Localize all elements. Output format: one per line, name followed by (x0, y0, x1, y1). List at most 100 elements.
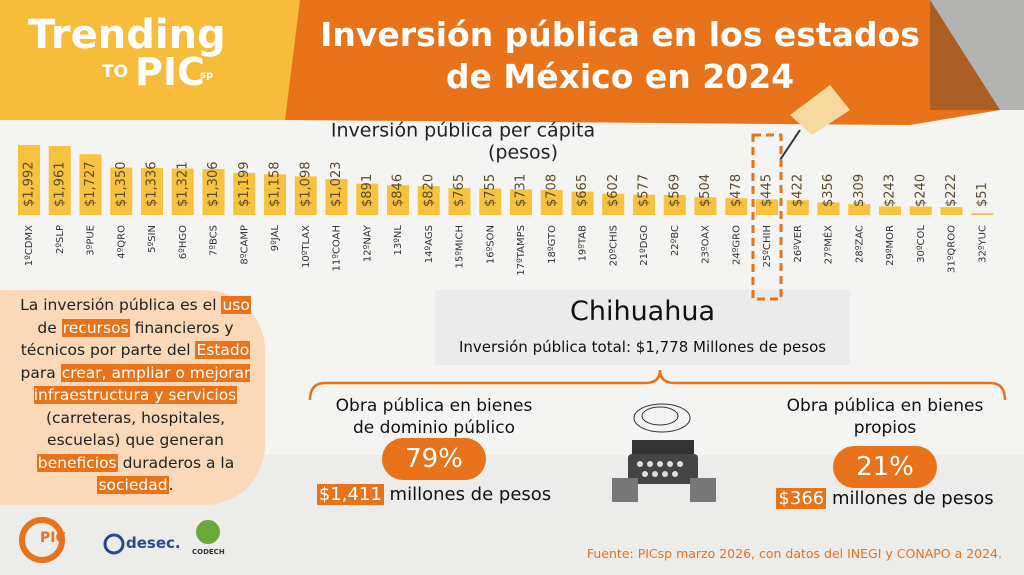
brand-text: TO (102, 62, 129, 82)
value-label: $222 (944, 174, 959, 207)
bracket (308, 369, 1007, 401)
value-label: $504 (698, 174, 713, 207)
value-label: $731 (514, 174, 529, 207)
x-tick-label: 19ºTAB (578, 225, 589, 262)
bar (571, 191, 594, 215)
bar (756, 199, 778, 215)
x-tick-label: 11ºCOAH (332, 225, 343, 271)
x-tick-label: 5ºSIN (147, 225, 158, 253)
paper-strip (435, 290, 850, 365)
amount: $366 millones de pesos (715, 488, 1024, 509)
logo-text: desec. (126, 534, 181, 552)
definition-text: (carreteras, hospitales, escuelas) que g… (45, 408, 226, 450)
bar (540, 190, 563, 215)
value-label: $602 (606, 174, 621, 207)
x-tick-label: 27ºMÉX (822, 225, 835, 264)
amount-text: millones de pesos (383, 484, 552, 505)
x-tick-label: 23ºOAX (701, 225, 712, 264)
value-label: $1,727 (83, 162, 98, 208)
value-label: $1,306 (206, 162, 221, 208)
bar (356, 183, 379, 215)
value-label: $1,158 (268, 162, 283, 208)
value-label: $1,199 (237, 162, 252, 208)
value-label: $820 (421, 174, 436, 207)
pushpin (779, 85, 850, 161)
bar (417, 186, 440, 215)
value-label: $309 (852, 174, 867, 207)
highlighted-term: beneficios (36, 453, 118, 472)
definition-text: . (168, 476, 174, 494)
highlighted-term: recursos (61, 318, 130, 337)
side-title: de dominio público (353, 418, 515, 438)
bar (18, 145, 40, 215)
x-tick-label: 4ºQRO (116, 225, 127, 259)
definition: La inversión pública es el uso de recurs… (0, 290, 265, 505)
definition-text: duraderos a la (117, 453, 235, 472)
x-tick-label: 16ºSON (485, 225, 496, 264)
side-title: Obra pública en bienes (786, 396, 984, 416)
bar (786, 200, 809, 215)
x-tick-label: 12ºNAY (362, 224, 373, 262)
chart-title: Inversión pública per cápita (331, 120, 595, 142)
bar (387, 185, 409, 215)
bar (909, 206, 932, 215)
x-tick-label: 8ºCAMP (239, 225, 250, 265)
bar (971, 213, 994, 215)
side-title: propios (853, 418, 917, 438)
amount-text: millones de pesos (826, 488, 994, 509)
percent: 79% (382, 438, 486, 480)
bar (602, 193, 625, 215)
bar (879, 206, 901, 215)
x-tick-label: 24ºGRO (731, 225, 742, 265)
bar (940, 207, 963, 215)
value-label: $891 (360, 174, 375, 207)
x-tick-label: 21ºDGO (639, 225, 650, 266)
x-tick-label: 13ºNL (393, 225, 404, 256)
value-label: $577 (637, 174, 652, 207)
highlight-box (751, 133, 783, 301)
x-tick-label: 14ºAGS (424, 225, 435, 263)
x-tick-label: 7ºBCS (209, 225, 220, 256)
x-tick-label: 3ºPUE (86, 225, 97, 256)
value-label: $356 (821, 174, 836, 207)
x-tick-label: 20ºCHIS (608, 225, 619, 266)
bar (233, 172, 256, 215)
bar (725, 198, 748, 215)
brand-block (0, 0, 310, 120)
title: Inversión pública en los estados (320, 15, 920, 54)
bar (294, 176, 317, 215)
x-tick-label: 32ºYUC (977, 225, 988, 263)
x-tick-label: 17ºTAMPS (516, 225, 527, 276)
definition-text: de (37, 318, 62, 337)
brand-text: Trending (28, 12, 226, 58)
bar (141, 168, 163, 215)
value-label: $1,023 (329, 162, 344, 208)
x-tick-label: 26ºVER (793, 225, 804, 263)
highlighted-term: Estado (195, 341, 251, 359)
bar (694, 197, 717, 215)
x-tick-label: 28ºZAC (854, 225, 865, 263)
bar (448, 188, 471, 215)
bar (325, 179, 348, 215)
bar (663, 195, 686, 215)
value-label: $445 (760, 174, 775, 207)
value-label: $765 (452, 174, 467, 207)
x-tick-label: 15ºMICH (455, 225, 466, 269)
value-label: $665 (575, 174, 590, 207)
value-label: $1,098 (298, 162, 313, 208)
value-label: $846 (391, 174, 406, 207)
typewriter (612, 403, 716, 502)
brand-text: PIC (135, 50, 205, 94)
value-label: $1,321 (175, 162, 190, 208)
title: de México en 2024 (445, 57, 795, 96)
definition-text: para (20, 363, 61, 382)
definition-text: financieros y técnicos por parte del (20, 318, 234, 360)
chart-subtitle: (pesos) (488, 142, 558, 164)
x-tick-label: 31ºQROO (947, 225, 958, 273)
x-tick-label: 22ºBC (670, 225, 681, 256)
x-tick-label: 9ºJAL (270, 225, 281, 252)
amount-value: $366 (776, 488, 827, 509)
x-tick-label: 25ºCHIH (762, 225, 773, 267)
x-tick-label: 2ºSLP (55, 225, 66, 254)
source: Fuente: PICsp marzo 2026, con datos del … (586, 546, 1002, 561)
